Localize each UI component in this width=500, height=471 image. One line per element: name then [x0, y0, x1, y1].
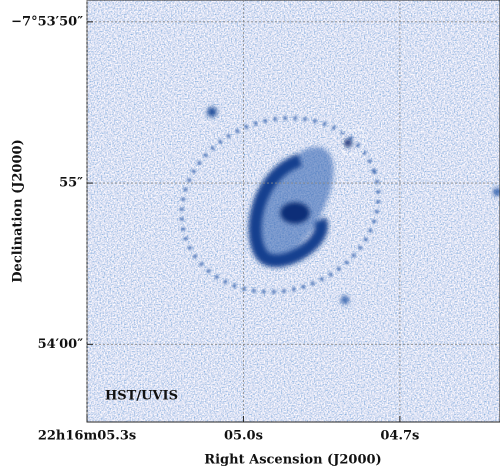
x-tick-label: 04.7s — [380, 429, 419, 444]
sky-image — [87, 0, 500, 422]
y-tick-label: 55″ — [59, 176, 83, 191]
x-tick-label: 05.0s — [224, 429, 263, 444]
highlight-box — [342, 129, 364, 155]
y-tick-label: −7°53′50″ — [11, 14, 83, 29]
y-axis-label: Declination (J2000) — [11, 139, 26, 282]
y-tick-label: 54′00″ — [38, 337, 84, 352]
x-axis-label: Right Ascension (J2000) — [204, 453, 381, 468]
plot-frame — [86, 0, 500, 423]
x-tick-label: 22h16m05.3s — [38, 429, 136, 444]
annotation: HST/UVIS — [105, 389, 178, 404]
